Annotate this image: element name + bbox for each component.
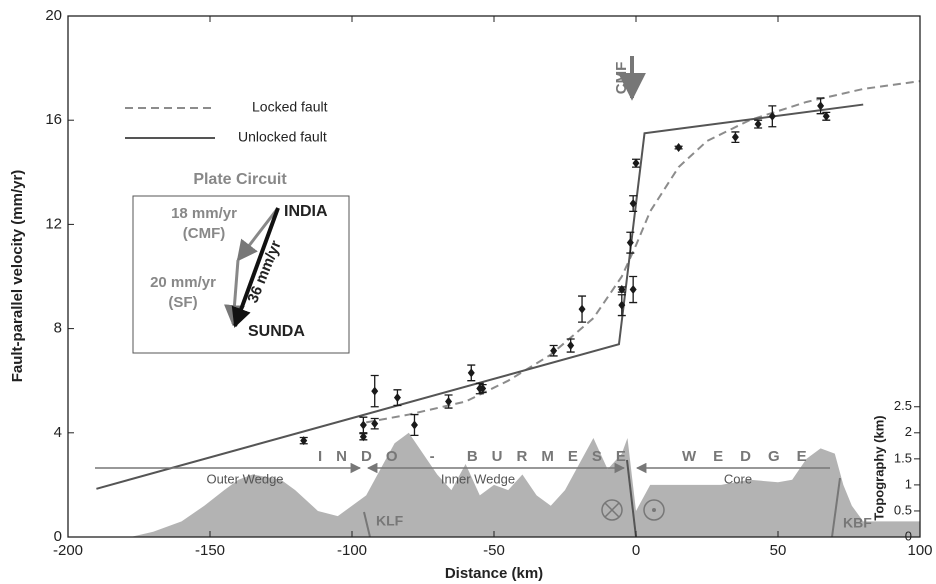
region-label: Outer Wedge (206, 471, 283, 486)
region-label: Core (724, 471, 752, 486)
x-tick-label: -150 (195, 542, 225, 559)
x-tick-label: 0 (632, 542, 640, 559)
data-point (632, 158, 640, 168)
region-title: INDO - BURMESE (318, 448, 640, 465)
data-point (618, 300, 626, 310)
fault-label: KLF (376, 513, 404, 529)
y-tick-label: 12 (45, 215, 62, 232)
inset-label: 20 mm/yr (150, 274, 216, 291)
data-point (578, 304, 586, 314)
fault-label: KBF (843, 515, 872, 531)
into-page-symbol (601, 499, 623, 521)
y-tick-label: 0 (54, 528, 62, 545)
y2-tick-label: 0 (905, 528, 912, 543)
fault-trace (363, 511, 371, 538)
data-point (629, 285, 637, 295)
data-point (300, 436, 308, 446)
inset-label: (CMF) (183, 225, 225, 242)
inset-label: 18 mm/yr (171, 205, 237, 222)
y-tick-label: 4 (54, 424, 62, 441)
inset-label: INDIA (284, 203, 328, 220)
data-point (618, 285, 626, 295)
region-title: WEDGE (682, 448, 824, 465)
data-point (754, 119, 762, 129)
x-tick-label: -100 (337, 542, 367, 559)
data-point (371, 419, 379, 429)
y-axis-label: Fault-parallel velocity (mm/yr) (9, 170, 26, 383)
y-tick-label: 16 (45, 111, 62, 128)
inset-label: (SF) (168, 294, 197, 311)
data-point (359, 432, 367, 442)
data-point (567, 341, 575, 351)
y2-tick-label: 0.5 (894, 502, 912, 517)
y-tick-label: 8 (54, 320, 62, 337)
topography-layer (130, 432, 921, 537)
legend: Locked fault Unlocked fault (125, 99, 328, 145)
total-vector (231, 207, 280, 328)
topography-area (130, 432, 921, 537)
y2-tick-label: 2.5 (894, 398, 912, 413)
data-point (675, 143, 683, 153)
inset-label: 36 mm/yr (244, 238, 284, 306)
out-of-page-symbol (652, 508, 656, 512)
y-tick-label: 20 (45, 7, 62, 24)
x-tick-label: 100 (907, 542, 932, 559)
data-point (479, 384, 487, 394)
region-label: Inner Wedge (441, 471, 515, 486)
data-point (467, 368, 475, 378)
fault-trace (831, 477, 841, 538)
y2-tick-label: 1 (905, 476, 912, 491)
x-tick-label: -50 (483, 542, 505, 559)
x-tick-label: -200 (53, 542, 83, 559)
wedge-annotations: INDO - BURMESE WEDGE Outer Wedge Inner W… (95, 448, 872, 538)
plate-circuit-inset: Plate Circuit 18 mm/yr (CMF) 20 mm/yr (S… (132, 171, 350, 354)
model-line (366, 80, 921, 424)
out-of-page-symbol (643, 499, 665, 521)
y2-axis-label: Topography (km) (871, 415, 886, 520)
y2-tick-label: 1.5 (894, 450, 912, 465)
legend-label: Unlocked fault (238, 129, 327, 145)
plot-layer (96, 80, 921, 490)
x-axis-label: Distance (km) (445, 565, 543, 582)
data-point (731, 132, 739, 142)
cmf-vector (236, 207, 280, 262)
fault-trace (626, 459, 637, 538)
data-point (359, 420, 367, 430)
data-point (822, 111, 830, 121)
y2-tick-label: 2 (905, 424, 912, 439)
inset-box (132, 195, 350, 354)
data-point (445, 397, 453, 407)
inset-title: Plate Circuit (193, 171, 287, 188)
into-page-symbol (604, 502, 620, 518)
inset-label: SUNDA (248, 323, 305, 340)
data-point (550, 346, 558, 356)
cmf-label: CMF (613, 62, 630, 95)
data-point (393, 393, 401, 403)
model-line (96, 103, 864, 490)
x-tick-label: 50 (770, 542, 787, 559)
data-point (371, 386, 379, 396)
data-point (768, 111, 776, 121)
data-point (817, 101, 825, 111)
legend-label: Locked fault (252, 99, 328, 115)
data-point (410, 420, 418, 430)
data-point (626, 238, 634, 248)
data-point (629, 199, 637, 209)
